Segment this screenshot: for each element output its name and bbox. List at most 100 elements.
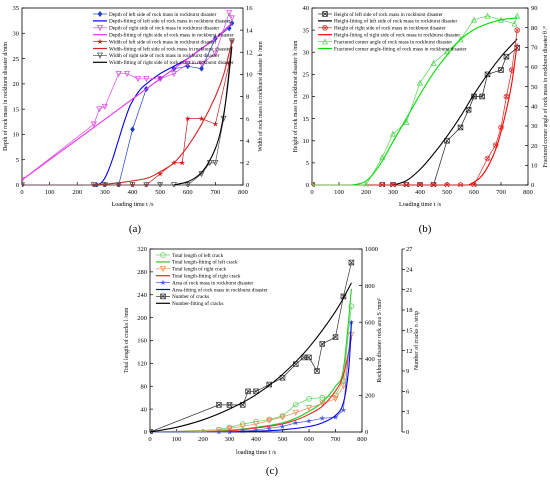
legend-label: Total length-fitting of right crack [172,273,241,280]
data-point [90,121,97,128]
data-point [266,417,273,424]
data-point [430,59,437,66]
legend-item: Height-fitting of right side of rock mas… [318,32,460,39]
y2-tick-label: 8 [246,94,249,101]
x-tick-label: 500 [442,189,452,196]
legend-marker [160,293,166,300]
y2-axis-label: Fractured corner angle of rock mass in r… [542,25,549,167]
y-tick-label: 35 [13,5,20,12]
data-point [228,38,235,45]
legend-marker [160,252,166,258]
data-point [179,159,186,166]
data-point [216,402,222,408]
data-point [340,383,347,390]
fit-curve [352,17,518,186]
x-tick-label: 800 [238,189,248,196]
series-7 [150,282,352,433]
legend-label: Depth of left side of rock mass in rockb… [109,11,217,18]
y3-tick-label: 0 [406,429,409,436]
series-layer [150,259,355,434]
data-line [150,334,352,433]
data-point [90,182,97,187]
data-point [115,182,122,187]
data-point [389,130,397,137]
legend-marker [322,11,328,17]
legend-item: Width of left side of rock mass in rockb… [93,38,217,45]
data-point [130,126,135,133]
y-tick-label: 0 [16,182,19,189]
data-point [184,60,191,67]
data-point [457,36,464,43]
legend-label: Width-fitting of right side of rock mass… [109,59,234,66]
data-point [443,47,451,55]
legend-item: Number of cracks [156,293,209,300]
series-4 [150,319,355,434]
x-tick-label: 200 [361,189,371,196]
data-point [306,418,312,424]
data-point [245,388,251,395]
data-point [170,70,177,78]
legend-marker [160,279,166,285]
y-tick-label: 40 [303,5,310,12]
data-point [226,425,233,432]
legend-marker [321,38,329,45]
data-point [239,423,246,430]
data-point [253,427,259,433]
data-point [157,182,164,187]
series-5 [352,17,518,186]
data-point [292,401,299,408]
x-tick-label: 300 [225,436,235,443]
data-point [129,182,136,187]
data-point [266,416,273,423]
x-tick-label: 200 [198,436,208,443]
data-point [484,12,491,19]
legend-item: Width-fitting of right side of rock mass… [93,59,234,66]
data-point [314,368,320,374]
y2-tick-label: 20 [531,143,538,150]
data-point [253,388,259,395]
legend-label: Width of right side of rock mass in rock… [109,52,220,59]
data-point [514,27,520,33]
data-point [96,106,103,113]
y3-tick-label: 21 [406,287,413,294]
legend-label: Number-fitting of cracks [172,300,223,307]
x-tick-label: 700 [496,189,506,196]
x-tick-label: 0 [148,436,151,443]
x-tick-label: 800 [523,189,533,196]
legend-label: Width-fitting of left side of rock mass … [109,45,231,52]
data-point [292,409,299,416]
data-point [379,182,385,187]
data-point [212,50,219,57]
series-4 [312,12,521,187]
y-tick-label: 20 [13,81,20,88]
legend-item: Depth-fitting of right side of rock mass… [93,32,234,39]
legend: Height of left side of rock mass in rock… [318,11,467,52]
data-point [292,419,299,426]
legend-item: Area of rock mass in rockburst disaster [156,279,254,286]
data-point [363,181,369,187]
data-point [332,414,339,420]
legend-item: Number-fitting of cracks [156,300,223,307]
y-tick-label: 0 [306,182,309,189]
data-point [348,319,355,325]
panel-c: 0 100 200 300 400 500 600 700 800040801201602002… [123,246,420,477]
y-tick-label: 80 [141,383,148,390]
data-point [226,402,233,408]
legend-marker [96,52,104,59]
x-tick-label: 0 [20,189,23,196]
legend-label: Height-fitting of right side of rock mas… [334,32,460,39]
data-point [479,93,485,100]
x-tick-label: 800 [357,436,367,443]
y-tick-label: 10 [13,132,20,139]
data-point [465,107,472,113]
legend-label: Height of left side of rock mass in rock… [334,11,443,18]
y2-tick-label: 30 [531,123,538,130]
data-point [470,16,478,23]
legend-item: Total length of right crack [156,266,226,273]
y2-tick-label: 6 [246,116,250,123]
x-tick-label: 600 [469,189,479,196]
legend-label: Height of right side of rock mass in roc… [334,25,446,32]
series-5 [93,41,233,186]
y2-tick-label: 0 [246,182,249,189]
